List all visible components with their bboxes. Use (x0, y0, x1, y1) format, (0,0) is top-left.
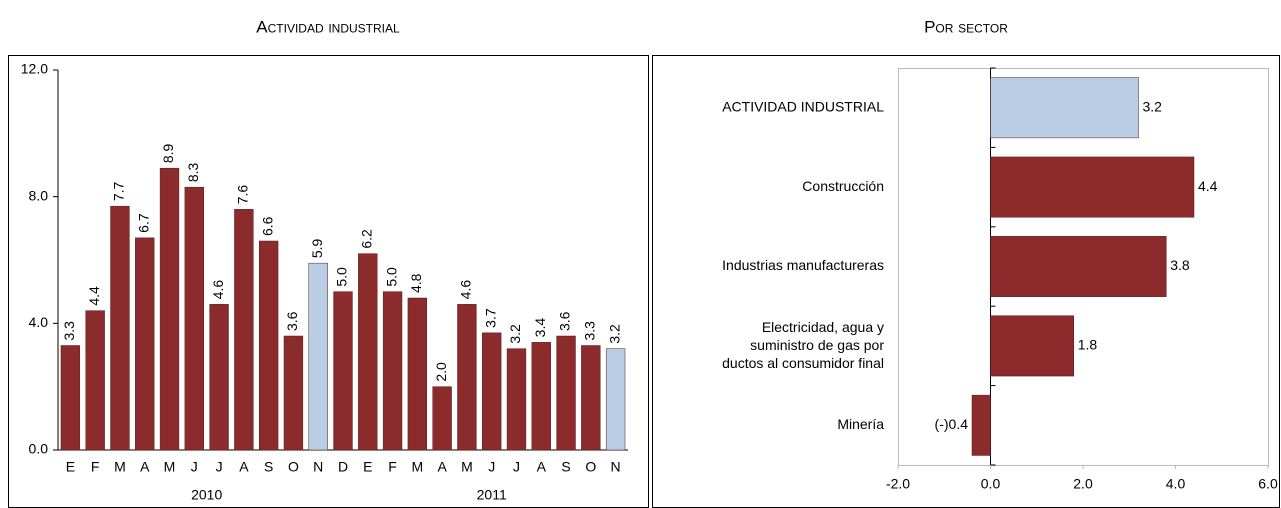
x-tick-label: J (513, 459, 520, 475)
x-tick-label: S (561, 459, 570, 475)
bar (333, 291, 353, 451)
value-label: 3.6 (557, 311, 573, 331)
x-tick-label: D (338, 459, 348, 475)
value-label: 7.6 (235, 185, 251, 205)
bar (60, 345, 81, 451)
x-tick-label: S (264, 459, 273, 475)
value-label: 4.8 (408, 273, 424, 293)
y-tick-label: 0.0 (29, 441, 49, 457)
y-tick-label: 4.0 (29, 314, 49, 330)
x-tick-label: N (611, 459, 621, 475)
bar (605, 348, 626, 451)
value-label: 4.4 (86, 286, 102, 306)
x-tick-label: J (488, 459, 495, 475)
x-tick-label: F (91, 459, 100, 475)
bar (308, 262, 328, 451)
bar (990, 315, 1074, 377)
bar (407, 297, 428, 451)
value-label: 3.2 (606, 324, 622, 344)
x-tick-label: A (437, 459, 447, 475)
category-label: Minería (837, 416, 884, 432)
bar (556, 335, 576, 451)
bar (971, 394, 991, 456)
bar (184, 186, 204, 451)
bar (531, 342, 551, 451)
value-label: 2.0 (433, 362, 449, 382)
bar (432, 386, 452, 451)
group-label: 2011 (477, 487, 507, 503)
x-tick-label: 2.0 (1073, 476, 1093, 492)
bar (209, 304, 229, 451)
x-tick-label: M (461, 459, 473, 475)
value-label: 1.8 (1078, 337, 1098, 353)
x-tick-label: 6.0 (1258, 476, 1278, 492)
x-tick-label: N (313, 459, 323, 475)
x-tick-label: A (239, 459, 249, 475)
value-label: 6.6 (259, 216, 275, 236)
x-tick-label: M (412, 459, 424, 475)
value-label: 8.3 (185, 162, 201, 182)
value-label: 5.9 (309, 238, 325, 258)
bar (358, 253, 378, 451)
value-label: (-)0.4 (935, 416, 969, 432)
x-tick-label: O (585, 459, 596, 475)
value-label: 8.9 (160, 143, 176, 163)
value-label: 3.3 (61, 321, 77, 341)
x-tick-label: E (363, 459, 372, 475)
value-label: 6.7 (135, 213, 151, 233)
bar (506, 348, 527, 451)
bar (85, 310, 105, 451)
chart-title: Actividad industrial (256, 17, 400, 36)
bar (283, 335, 304, 451)
value-label: 3.3 (582, 321, 598, 341)
x-tick-label: A (537, 459, 547, 475)
value-label: 4.6 (458, 280, 474, 300)
x-tick-label: A (140, 459, 150, 475)
x-tick-label: O (288, 459, 299, 475)
value-label: 3.4 (532, 318, 548, 338)
value-label: 5.0 (334, 267, 350, 287)
bar (110, 205, 130, 451)
bar (135, 237, 155, 451)
value-label: 3.2 (507, 324, 523, 344)
category-label: Electricidad, agua y suministro de gas po… (722, 319, 884, 371)
bar (990, 77, 1139, 139)
value-label: 4.4 (1198, 178, 1218, 194)
value-label: 3.2 (1143, 98, 1163, 114)
x-tick-label: J (191, 459, 198, 475)
category-label: ACTIVIDAD INDUSTRIAL (722, 98, 884, 114)
y-tick-label: 12.0 (21, 61, 48, 77)
y-tick-label: 8.0 (29, 187, 49, 203)
value-label: 3.8 (1170, 257, 1190, 273)
x-tick-label: M (164, 459, 176, 475)
bar (234, 209, 254, 451)
value-label: 6.2 (358, 229, 374, 249)
right-panel-frame (652, 55, 1280, 508)
category-label: Industrias manufactureras (722, 257, 884, 273)
bar (382, 291, 403, 451)
value-label: 3.6 (284, 311, 300, 331)
bar (159, 167, 180, 451)
x-tick-label: F (388, 459, 397, 475)
value-label: 3.7 (482, 308, 498, 328)
bar (482, 332, 502, 451)
bar (990, 156, 1195, 218)
x-tick-label: 0.0 (981, 476, 1001, 492)
x-tick-label: J (216, 459, 223, 475)
chart-title: Por sector (924, 17, 1008, 36)
x-tick-label: -2.0 (886, 476, 910, 492)
bar (457, 304, 477, 451)
x-tick-label: 4.0 (1166, 476, 1186, 492)
bar (581, 345, 601, 451)
x-tick-label: E (66, 459, 75, 475)
bar (990, 236, 1167, 297)
x-tick-label: M (114, 459, 126, 475)
value-label: 5.0 (383, 267, 399, 287)
group-label: 2010 (191, 487, 222, 503)
category-label: Construcción (802, 178, 884, 194)
value-label: 4.6 (210, 280, 226, 300)
bar (258, 240, 279, 451)
value-label: 7.7 (111, 181, 127, 201)
